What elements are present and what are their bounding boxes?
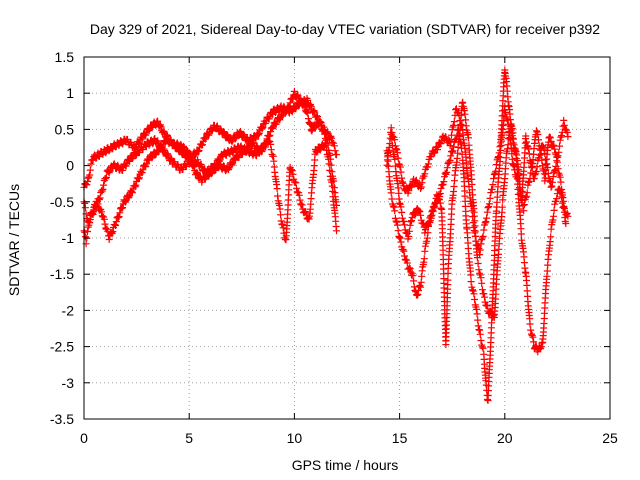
chart-title: Day 329 of 2021, Sidereal Day-to-day VTE…: [90, 21, 600, 37]
data-point-markers: [383, 66, 572, 259]
y-tick-label: 0: [66, 158, 74, 174]
x-tick-label: 25: [602, 430, 618, 446]
y-tick-label: 0.5: [55, 121, 75, 137]
x-axis-title: GPS time / hours: [292, 457, 399, 473]
y-tick-label: -3: [62, 375, 75, 391]
y-tick-label: -2.5: [50, 339, 74, 355]
data-point-markers: [387, 98, 570, 349]
y-axis-title: SDTVAR / TECUs: [6, 184, 22, 296]
x-tick-label: 10: [287, 430, 303, 446]
series-track-d: [383, 66, 572, 259]
x-tick-label: 0: [80, 430, 88, 446]
y-tick-label: 1.5: [55, 49, 75, 65]
y-tick-label: -3.5: [50, 411, 74, 427]
x-tick-label: 20: [497, 430, 513, 446]
y-tick-label: -0.5: [50, 194, 74, 210]
x-tick-label: 15: [392, 430, 408, 446]
series-track-c: [80, 135, 340, 248]
y-tick-label: -1: [62, 230, 75, 246]
data-series: [80, 66, 572, 404]
ticks: -3.5 -3 -2.5 -2 -1.5 -1 -0.5 0 0.5 1 1.5 0 5 10 15 20 25: [50, 49, 618, 446]
y-tick-label: -2: [62, 302, 75, 318]
x-tick-label: 5: [185, 430, 193, 446]
data-point-markers: [80, 135, 340, 248]
y-tick-label: -1.5: [50, 266, 74, 282]
y-tick-label: 1: [66, 85, 74, 101]
plot-frame: [83, 56, 611, 420]
series-track-f: [387, 98, 570, 349]
grid: [84, 57, 610, 419]
